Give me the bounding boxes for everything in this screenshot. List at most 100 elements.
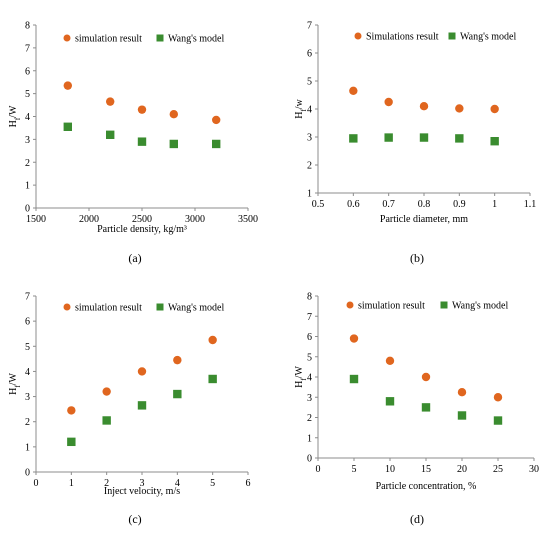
legend-label: simulation result (358, 301, 425, 312)
x-tick-label: 2500 (132, 214, 152, 225)
data-point-simulation (384, 97, 393, 107)
data-point-simulation (493, 393, 503, 402)
legend-marker-circle (346, 301, 354, 309)
data-point-wang-model (102, 416, 111, 425)
x-axis-label: Particle concentration, % (376, 481, 477, 492)
data-point-wang-model (106, 130, 115, 139)
chart-panel-c: 0 1 2 3 4 5 6 0 1 2 3 4 5 6 7 Inject velocity, m/s Hf/W s… (8, 292, 251, 527)
x-tick-label: 0.9 (453, 199, 466, 210)
y-tick-label: 6 (25, 317, 30, 328)
legend-label: simulation result (75, 34, 142, 45)
y-tick-label: 0 (25, 468, 30, 479)
y-tick-label: 5 (307, 77, 312, 88)
data-point-wang-model (169, 139, 178, 149)
data-point-simulation (421, 372, 431, 382)
y-tick-label: 4 (25, 367, 30, 378)
y-tick-label: 1 (25, 181, 30, 192)
data-point-wang-model (490, 137, 499, 146)
y-tick-label: 1 (25, 442, 30, 453)
data-point-simulation (67, 406, 76, 415)
legend-label: Wang's model (168, 34, 224, 45)
x-tick-label: 5 (210, 478, 215, 489)
legend-marker-circle (354, 32, 362, 40)
legend-label: Wang's model (460, 32, 516, 43)
x-tick-label: 30 (529, 464, 539, 475)
x-tick-label: 3500 (238, 214, 258, 225)
data-point-wang-model (67, 437, 76, 447)
y-axis-label: Hf/w (294, 98, 308, 118)
x-tick-label: 2000 (79, 214, 99, 225)
x-tick-label: 20 (457, 464, 467, 475)
data-point-wang-model (493, 416, 503, 425)
data-point-simulation (490, 104, 499, 114)
y-tick-label: 2 (25, 417, 30, 428)
y-tick-label: 2 (25, 158, 30, 169)
legend-label: Wang's model (452, 301, 508, 312)
y-tick-label: 6 (25, 66, 30, 77)
y-tick-label: 6 (307, 49, 312, 60)
data-point-simulation (169, 110, 178, 119)
x-tick-label: 0.7 (382, 199, 395, 210)
data-point-wang-model (421, 403, 431, 412)
legend-marker-circle (63, 34, 71, 42)
data-point-simulation (102, 387, 111, 396)
data-point-simulation (385, 356, 395, 365)
y-tick-label: 5 (25, 89, 30, 100)
legend-marker-circle (63, 303, 71, 311)
y-tick-label: 0 (307, 454, 312, 465)
data-point-wang-model (137, 137, 147, 146)
x-tick-label: 0 (316, 464, 321, 475)
x-tick-label: 1 (492, 199, 497, 210)
legend-marker-square (440, 301, 448, 309)
y-tick-label: 3 (307, 133, 312, 144)
y-tick-label: 5 (25, 342, 30, 353)
y-tick-label: 3 (25, 392, 30, 403)
y-tick-label: 4 (307, 105, 312, 116)
data-point-simulation (208, 335, 217, 345)
x-tick-label: 1.1 (524, 199, 537, 210)
y-tick-label: 8 (307, 292, 312, 303)
data-point-simulation (212, 115, 221, 125)
y-tick-label: 4 (307, 373, 312, 384)
x-tick-label: 5 (352, 464, 357, 475)
x-tick-label: 1500 (26, 214, 46, 225)
legend-marker-square (156, 303, 164, 311)
legend-label: Simulations result (366, 32, 439, 43)
y-tick-label: 7 (25, 43, 30, 54)
chart-panel-b: 0.5 0.6 0.7 0.8 0.9 1 1.1 1 2 3 4 5 6 7 Particle diame… (294, 21, 536, 266)
y-tick-label: 3 (307, 393, 312, 404)
data-point-wang-model (349, 374, 359, 384)
data-point-wang-model (212, 139, 221, 149)
data-point-wang-model (173, 389, 182, 399)
data-point-wang-model (384, 133, 393, 142)
data-point-wang-model (349, 134, 358, 143)
y-tick-label: 6 (307, 332, 312, 343)
data-point-wang-model (419, 133, 429, 142)
chart-panel-d: 0 5 10 15 20 25 30 0 1 2 3 4 5 6 7 8 Particle concentrat… (294, 292, 539, 527)
x-axis-label: Particle diameter, mm (380, 214, 468, 225)
data-point-wang-model (385, 397, 395, 406)
y-axis-label: Hf/W (8, 105, 22, 127)
legend-label: simulation result (75, 303, 142, 314)
data-point-simulation (173, 355, 182, 365)
y-tick-label: 7 (307, 312, 312, 323)
x-tick-label: 3000 (185, 214, 205, 225)
data-point-simulation (349, 334, 359, 343)
panel-label: (d) (410, 512, 424, 526)
y-axis-label: Hf/W (294, 366, 308, 388)
data-point-wang-model (455, 134, 464, 143)
chart-panel-a: 1500 2000 2500 3000 3500 0 1 2 3 4 5 6 7 8 Particle de… (8, 21, 258, 266)
panel-label: (a) (128, 251, 141, 265)
data-point-simulation (457, 387, 467, 397)
x-axis-label: Inject velocity, m/s (104, 486, 180, 497)
x-tick-label: 2 (104, 478, 109, 489)
legend-marker-square (156, 34, 164, 42)
data-point-simulation (455, 104, 464, 113)
x-tick-label: 4 (175, 478, 180, 489)
x-axis-label: Particle density, kg/m³ (97, 224, 187, 235)
x-tick-label: 0.8 (418, 199, 431, 210)
x-tick-label: 0.5 (312, 199, 325, 210)
y-tick-label: 8 (25, 21, 30, 32)
